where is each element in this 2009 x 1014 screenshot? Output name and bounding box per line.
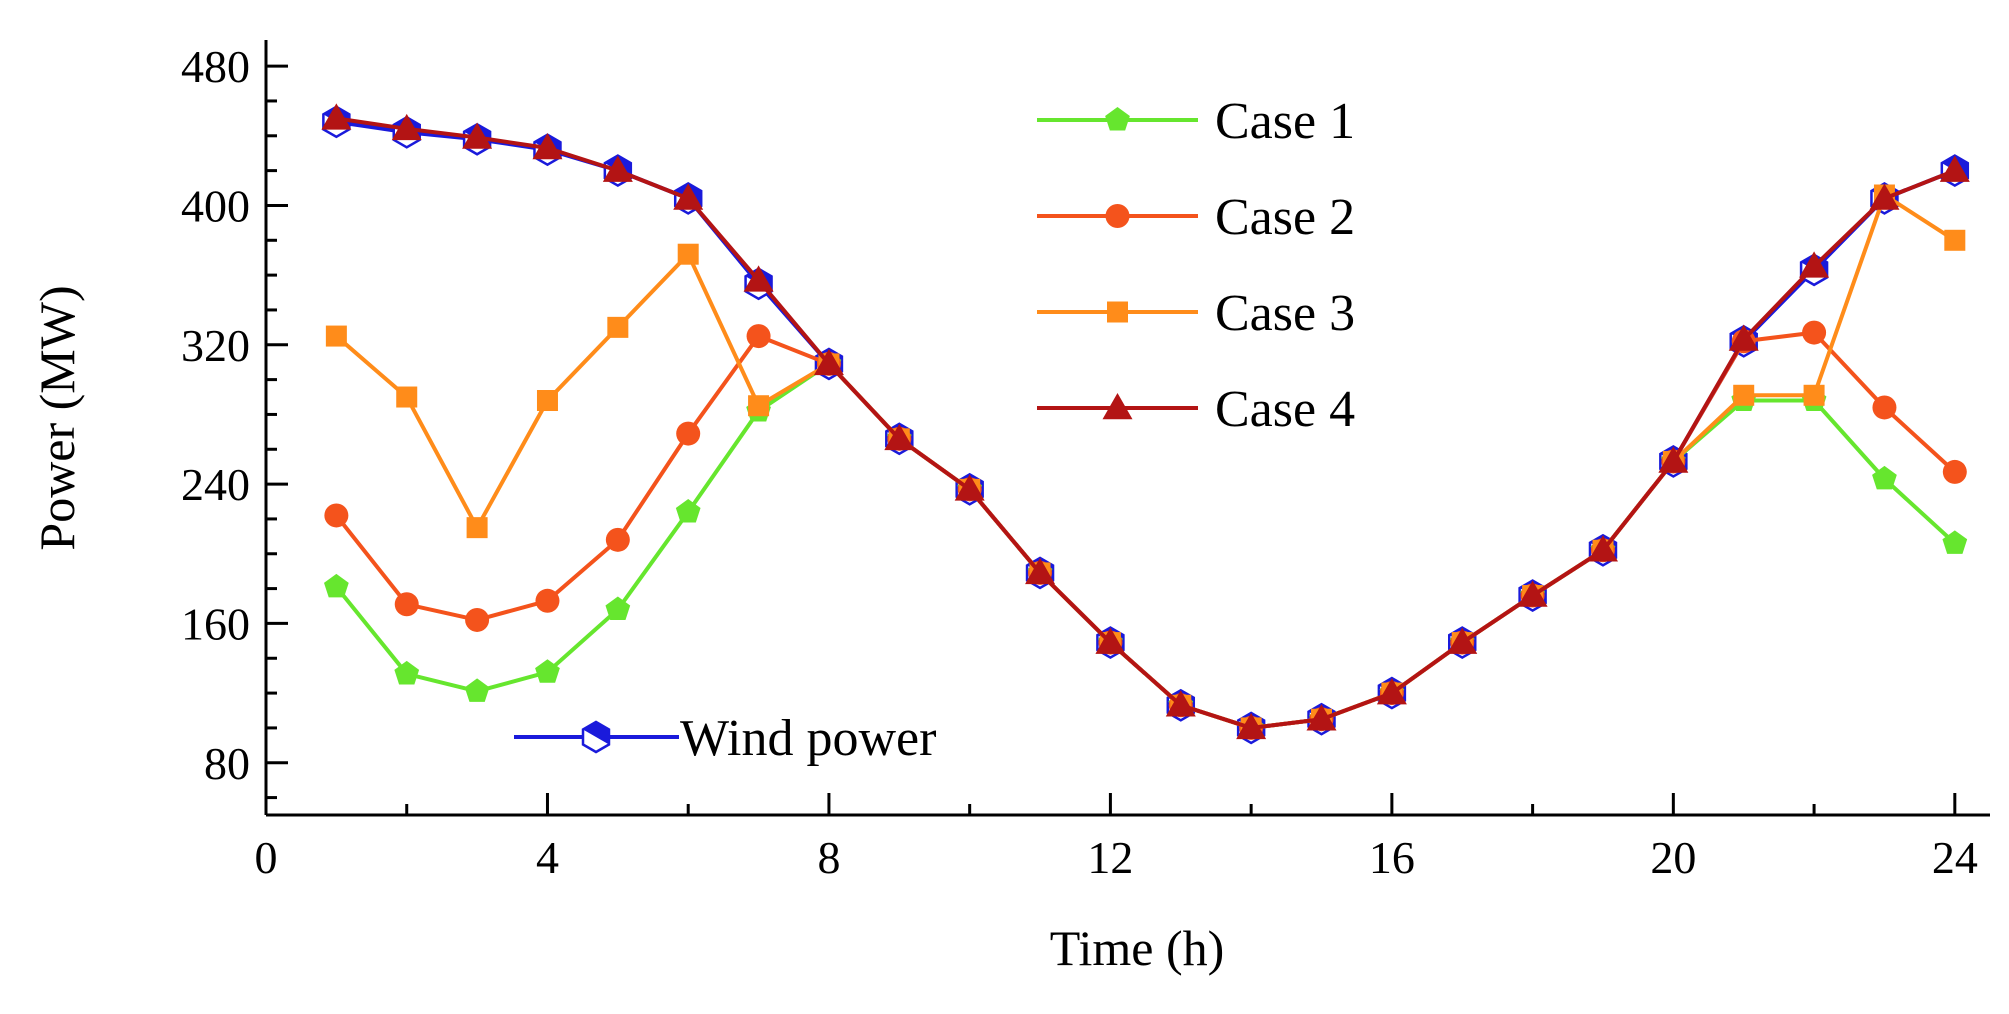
y-tick-label: 160	[181, 598, 250, 649]
data-point-case-3	[536, 390, 558, 412]
x-tick-label: 20	[1650, 832, 1696, 883]
data-point-case-1	[1872, 465, 1897, 490]
legend-marker	[1105, 204, 1130, 228]
legend-entry-case-1: Case 1	[1037, 93, 1355, 150]
data-point-case-4	[673, 183, 704, 210]
data-point-case-1	[535, 659, 560, 683]
x-tick-label: 8	[817, 832, 840, 883]
data-point-case-4	[462, 122, 493, 149]
data-point-case-3	[396, 386, 418, 408]
legend-entry-case-3: Case 3	[1037, 285, 1355, 342]
legend-marker	[1107, 301, 1128, 323]
data-point-case-4	[1869, 183, 1900, 210]
data-point-case-4	[1376, 678, 1407, 705]
x-tick-label: 12	[1087, 832, 1133, 883]
series-line-case-4	[336, 116, 1956, 730]
data-point-case-2	[535, 588, 560, 613]
wind-marker-fill	[583, 722, 609, 745]
data-point-case-2	[1942, 459, 1967, 484]
data-point-case-4	[602, 155, 633, 182]
data-point-case-2	[1802, 320, 1827, 345]
legend-label: Case 1	[1215, 93, 1355, 150]
legend: Case 1 Case 2 Case 3 Case 4 Wind power	[514, 93, 1355, 767]
data-point-case-2	[1872, 395, 1897, 420]
data-point-case-4	[813, 348, 844, 376]
data-point-case-4	[1517, 580, 1548, 607]
x-tick-label: 24	[1932, 832, 1978, 883]
data-point-case-1	[464, 678, 490, 702]
x-axis-title: Time (h)	[1050, 920, 1225, 976]
legend-marker	[581, 720, 611, 754]
data-point-case-4	[1587, 535, 1618, 562]
series-wind-power	[322, 105, 1970, 745]
data-point-case-2	[394, 592, 419, 617]
legend-entry-wind-power: Wind power	[514, 710, 936, 767]
data-point-case-1	[605, 596, 631, 621]
data-point-case-3	[466, 517, 488, 539]
data-point-case-4	[1236, 712, 1267, 740]
axes: 0 4 8 12 16 20 24 80 160 240 320 400 480	[181, 40, 1990, 883]
series-case-3	[325, 184, 1966, 739]
data-point-case-1	[324, 573, 349, 598]
data-point-case-4	[884, 423, 915, 451]
y-tick-label: 400	[181, 180, 250, 231]
x-tick-label: 0	[255, 832, 278, 883]
data-point-case-3	[1733, 384, 1755, 406]
y-axis-title: Power (MW)	[29, 285, 85, 550]
data-point-case-1	[675, 498, 701, 523]
data-point-case-4	[1025, 557, 1056, 585]
data-point-case-4	[391, 113, 422, 141]
data-point-case-4	[1799, 251, 1830, 278]
data-point-case-3	[748, 395, 770, 417]
data-point-case-3	[677, 243, 699, 265]
data-point-case-3	[1803, 384, 1825, 406]
y-tick-label: 240	[181, 459, 250, 510]
legend-label: Case 4	[1215, 381, 1355, 438]
data-point-case-3	[607, 316, 629, 338]
data-point-case-4	[1658, 446, 1689, 473]
data-point-case-3	[1944, 229, 1966, 251]
legend-entry-case-4: Case 4	[1037, 381, 1355, 438]
y-tick-label: 320	[181, 320, 250, 371]
legend-label: Wind power	[680, 710, 936, 767]
data-point-case-2	[605, 527, 630, 552]
data-point-case-2	[746, 324, 771, 349]
legend-entry-case-2: Case 2	[1037, 189, 1355, 246]
data-point-case-4	[1095, 627, 1126, 654]
y-tick-label: 80	[204, 738, 250, 789]
data-point-case-4	[1447, 627, 1478, 654]
y-tick-label: 480	[181, 41, 250, 92]
data-point-case-4	[954, 474, 985, 501]
data-point-case-2	[465, 607, 490, 632]
data-point-case-4	[1728, 324, 1759, 351]
data-point-case-1	[394, 660, 420, 685]
data-point-case-2	[676, 421, 701, 446]
legend-label: Case 3	[1215, 285, 1355, 342]
data-point-case-2	[324, 503, 349, 528]
data-point-case-3	[325, 325, 347, 347]
series-case-4	[321, 103, 1970, 740]
x-tick-label: 16	[1369, 832, 1415, 883]
series-layer	[321, 103, 1970, 745]
data-point-case-4	[1939, 155, 1970, 182]
data-point-case-4	[321, 103, 352, 130]
legend-marker	[1102, 393, 1133, 420]
legend-marker	[1105, 107, 1130, 131]
data-point-case-1	[1942, 530, 1968, 554]
data-point-case-4	[1306, 704, 1337, 731]
series-line-case-3	[335, 193, 1956, 730]
data-point-case-4	[743, 265, 774, 292]
data-point-case-4	[1165, 690, 1196, 717]
x-tick-label: 4	[536, 832, 559, 883]
legend-label: Case 2	[1215, 189, 1355, 246]
data-point-case-4	[532, 132, 563, 160]
